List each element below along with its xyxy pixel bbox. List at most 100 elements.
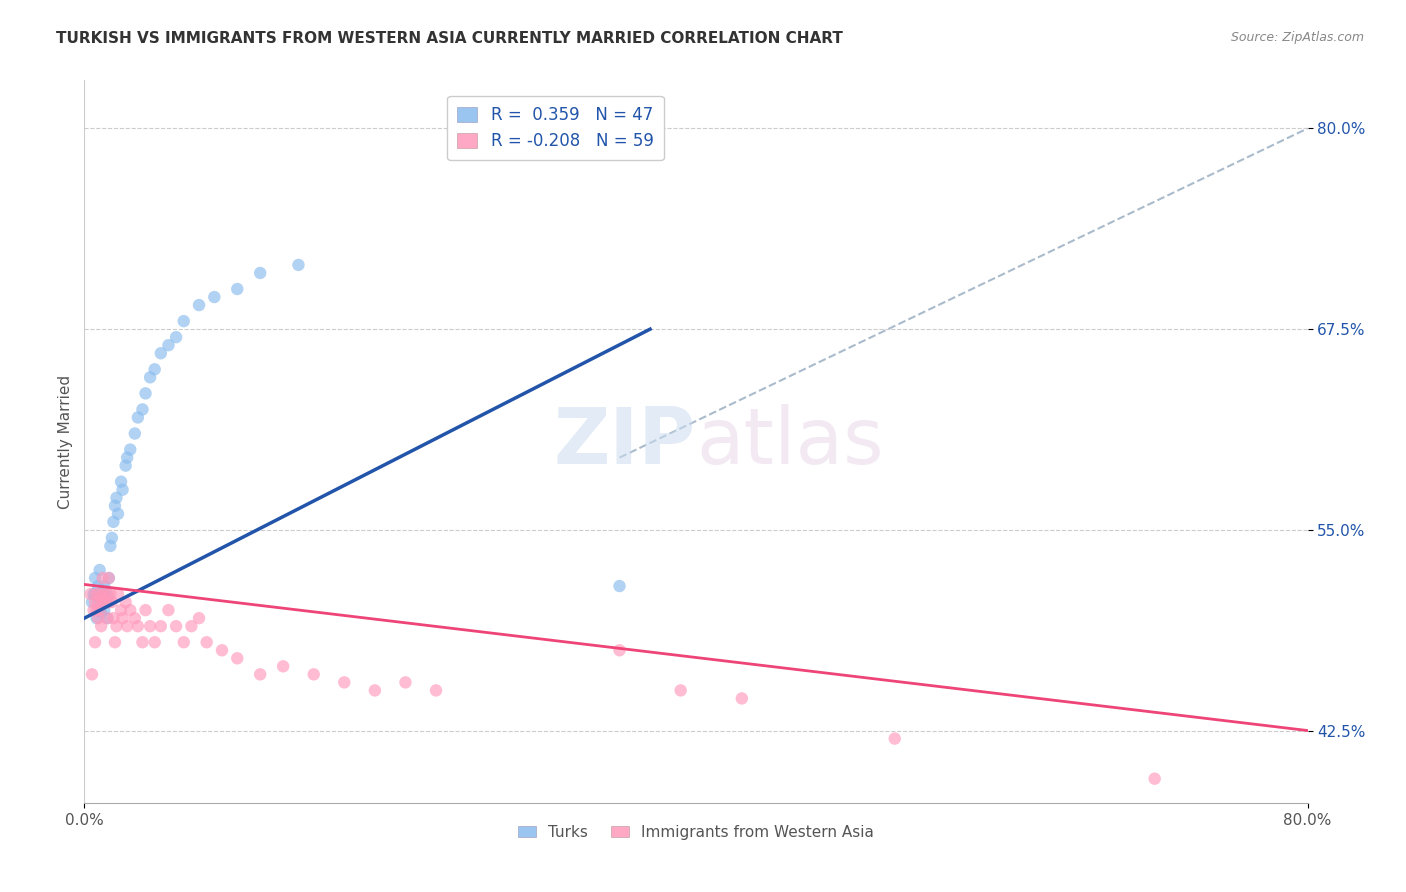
Text: TURKISH VS IMMIGRANTS FROM WESTERN ASIA CURRENTLY MARRIED CORRELATION CHART: TURKISH VS IMMIGRANTS FROM WESTERN ASIA … — [56, 31, 844, 46]
Text: ZIP: ZIP — [554, 403, 696, 480]
Point — [173, 635, 195, 649]
Point — [173, 314, 195, 328]
Point — [107, 507, 129, 521]
Point — [188, 298, 211, 312]
Text: Source: ZipAtlas.com: Source: ZipAtlas.com — [1230, 31, 1364, 45]
Point — [195, 635, 218, 649]
Point — [394, 675, 416, 690]
Point — [114, 595, 136, 609]
Point — [110, 603, 132, 617]
Point — [104, 499, 127, 513]
Point — [83, 603, 105, 617]
Point — [90, 591, 112, 605]
Point — [80, 595, 103, 609]
Point — [226, 651, 249, 665]
Point — [86, 603, 108, 617]
Point — [249, 266, 271, 280]
Point — [302, 667, 325, 681]
Point — [97, 571, 120, 585]
Point — [89, 603, 111, 617]
Point — [97, 571, 120, 585]
Point — [114, 458, 136, 473]
Point — [120, 603, 142, 617]
Point — [90, 619, 112, 633]
Point — [157, 338, 180, 352]
Point — [97, 595, 120, 609]
Point — [110, 475, 132, 489]
Point — [87, 595, 110, 609]
Point — [90, 595, 112, 609]
Point — [79, 587, 101, 601]
Point — [98, 587, 121, 601]
Point — [98, 539, 121, 553]
Point — [127, 410, 149, 425]
Point — [107, 587, 129, 601]
Point — [124, 611, 146, 625]
Legend: Turks, Immigrants from Western Asia: Turks, Immigrants from Western Asia — [512, 819, 880, 846]
Point — [103, 611, 125, 625]
Y-axis label: Currently Married: Currently Married — [58, 375, 73, 508]
Point — [165, 330, 187, 344]
Point — [90, 607, 112, 621]
Point — [202, 290, 225, 304]
Point — [87, 591, 110, 605]
Point — [83, 587, 105, 601]
Point — [131, 635, 153, 649]
Point — [364, 683, 387, 698]
Point — [96, 591, 118, 605]
Point — [105, 491, 128, 505]
Point — [111, 611, 134, 625]
Point — [93, 603, 115, 617]
Point — [188, 611, 211, 625]
Point — [93, 579, 115, 593]
Point — [105, 619, 128, 633]
Point — [96, 611, 118, 625]
Point — [94, 595, 117, 609]
Point — [149, 619, 172, 633]
Point — [86, 587, 108, 601]
Point — [84, 595, 107, 609]
Point — [87, 579, 110, 593]
Point — [89, 563, 111, 577]
Point — [87, 611, 110, 625]
Point — [211, 643, 233, 657]
Point — [609, 643, 631, 657]
Point — [139, 619, 162, 633]
Point — [249, 667, 271, 681]
Point — [731, 691, 754, 706]
Point — [157, 603, 180, 617]
Point — [91, 587, 114, 601]
Point — [96, 611, 118, 625]
Point — [94, 583, 117, 598]
Point — [425, 683, 447, 698]
Point — [226, 282, 249, 296]
Point — [115, 450, 138, 465]
Point — [271, 659, 294, 673]
Point — [103, 515, 125, 529]
Point — [124, 426, 146, 441]
Point — [135, 603, 157, 617]
Point — [89, 587, 111, 601]
Point — [149, 346, 172, 360]
Point — [84, 587, 107, 601]
Point — [139, 370, 162, 384]
Point — [104, 635, 127, 649]
Point — [84, 635, 107, 649]
Point — [101, 595, 124, 609]
Point — [127, 619, 149, 633]
Point — [89, 587, 111, 601]
Point — [120, 442, 142, 457]
Point — [287, 258, 309, 272]
Point — [609, 579, 631, 593]
Point — [131, 402, 153, 417]
Point — [80, 667, 103, 681]
Point — [93, 587, 115, 601]
Point — [883, 731, 905, 746]
Point — [91, 595, 114, 609]
Point — [669, 683, 692, 698]
Point — [180, 619, 202, 633]
Point — [84, 571, 107, 585]
Point — [89, 603, 111, 617]
Point — [94, 595, 117, 609]
Point — [96, 587, 118, 601]
